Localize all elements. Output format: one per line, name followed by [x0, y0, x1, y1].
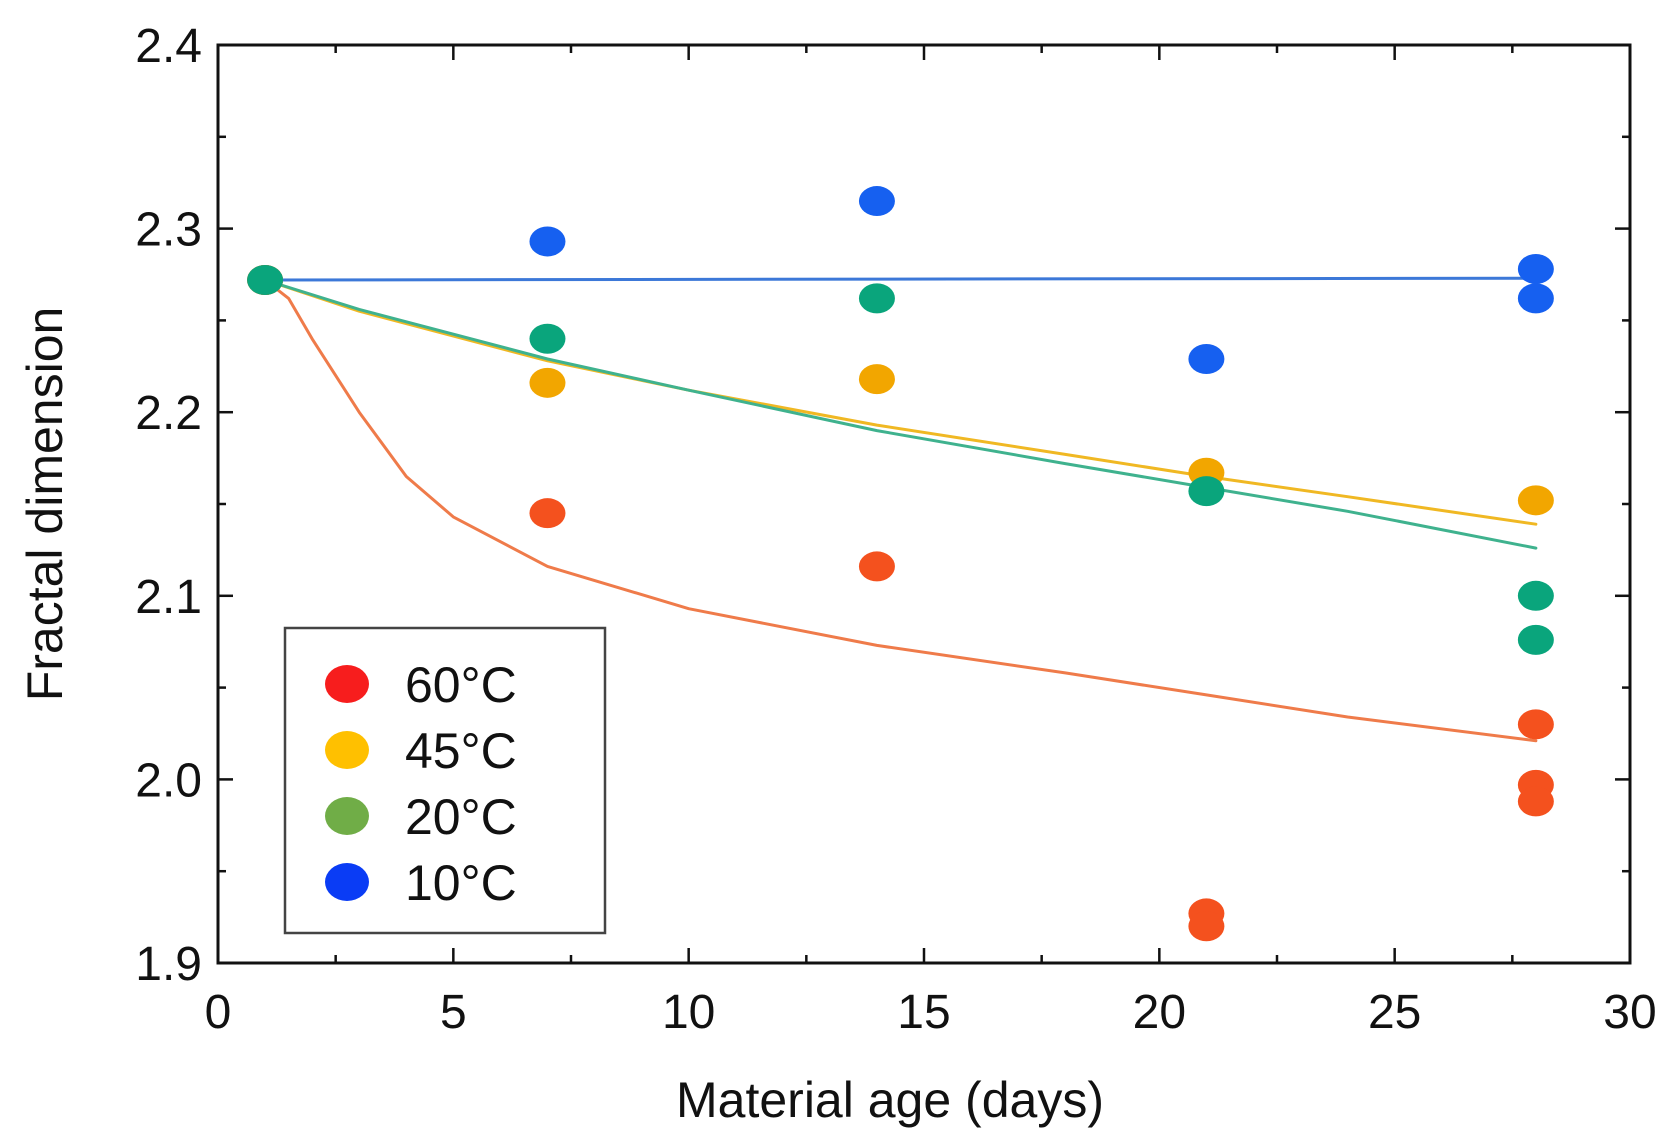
fit-line-20c [263, 278, 1538, 550]
ticks [218, 45, 1630, 963]
legend-marker-10c [325, 863, 369, 901]
fit-line-10c [263, 276, 1538, 282]
data-point-45c [1517, 485, 1554, 516]
legend-label-45c: 45°C [405, 723, 517, 779]
x-tick-label: 0 [205, 986, 232, 1039]
data-point-10c [1188, 343, 1225, 374]
x-tick-label: 15 [897, 986, 950, 1039]
data-point-10c [1517, 253, 1554, 284]
fit-line-45c [263, 278, 1538, 526]
legend-marker-60c [325, 665, 369, 703]
data-point-60c [1188, 911, 1225, 942]
data-point-10c [529, 226, 566, 257]
legend-marker-45c [325, 731, 369, 769]
legend-marker-20c [325, 797, 369, 835]
y-tick-label: 2.0 [135, 754, 202, 807]
data-point-45c [529, 367, 566, 398]
y-tick-label: 2.4 [135, 20, 202, 73]
data-point-20c [529, 323, 566, 354]
legend-label-10c: 10°C [405, 855, 517, 911]
data-point-20c [858, 283, 895, 314]
x-tick-label: 20 [1133, 986, 1186, 1039]
legend: 60°C 45°C 20°C 10°C [283, 626, 607, 935]
data-point-60c [1517, 786, 1554, 817]
x-axis-tick-labels: 0 5 10 15 20 25 30 [205, 986, 1657, 1039]
y-tick-label: 2.1 [135, 571, 202, 624]
y-tick-label: 2.3 [135, 204, 202, 257]
x-tick-label: 10 [662, 986, 715, 1039]
data-point-20c [1517, 624, 1554, 655]
x-tick-label: 5 [440, 986, 467, 1039]
data-point-20c [247, 265, 284, 296]
y-tick-label: 1.9 [135, 938, 202, 991]
data-point-60c [858, 551, 895, 582]
y-axis-title: Fractal dimension [17, 307, 73, 702]
data-point-20c [1188, 476, 1225, 507]
x-tick-label: 30 [1603, 986, 1656, 1039]
x-axis-title: Material age (days) [676, 1072, 1104, 1128]
data-point-20c [1517, 580, 1554, 611]
legend-label-60c: 60°C [405, 657, 517, 713]
data-point-60c [529, 498, 566, 529]
fit-line-60c [263, 278, 1538, 743]
data-point-10c [1517, 283, 1554, 314]
data-points [247, 186, 1554, 942]
data-point-10c [858, 186, 895, 217]
fit-lines [263, 276, 1538, 743]
y-tick-label: 2.2 [135, 387, 202, 440]
x-tick-label: 25 [1368, 986, 1421, 1039]
y-axis-tick-labels: 1.9 2.0 2.1 2.2 2.3 2.4 [135, 20, 202, 991]
legend-label-20c: 20°C [405, 789, 517, 845]
data-point-60c [1517, 709, 1554, 740]
data-point-45c [858, 364, 895, 395]
